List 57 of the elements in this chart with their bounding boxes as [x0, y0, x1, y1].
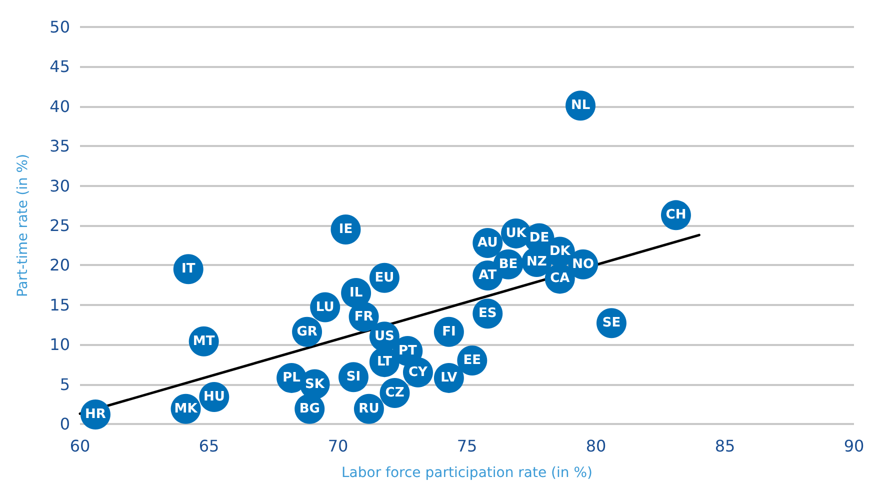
data-label: MK — [174, 401, 198, 416]
y-tick-label: 0 — [60, 414, 70, 434]
x-tick-label: 85 — [714, 436, 736, 456]
y-tick-label: 30 — [50, 176, 70, 196]
y-tick-label: 35 — [50, 136, 70, 156]
data-label: CY — [408, 364, 428, 380]
data-label: CZ — [385, 386, 404, 401]
data-label: UK — [506, 226, 528, 241]
data-label: SE — [602, 316, 621, 331]
data-label: IE — [338, 222, 353, 237]
x-tick-label: 65 — [198, 436, 220, 456]
data-label: EU — [374, 270, 394, 286]
data-label: PT — [398, 343, 417, 358]
data-label: HU — [203, 390, 225, 405]
y-tick-label: 25 — [50, 216, 70, 235]
data-label: PL — [282, 370, 300, 386]
data-label: BG — [299, 401, 320, 416]
data-label: CA — [550, 271, 570, 286]
data-label: IT — [182, 262, 196, 277]
data-label: MT — [192, 334, 215, 349]
y-tick-label: 20 — [50, 256, 70, 275]
data-label: GR — [296, 324, 318, 340]
y-tick-label: 15 — [50, 295, 70, 314]
data-label: DK — [549, 244, 572, 260]
data-label: LT — [376, 354, 392, 370]
x-tick-label: 75 — [456, 436, 478, 456]
data-label: NL — [570, 98, 590, 114]
data-label: FR — [354, 309, 374, 324]
data-label: HR — [85, 406, 106, 422]
y-tick-label: 50 — [50, 18, 70, 36]
data-label: IL — [349, 285, 363, 300]
x-axis-title: Labor force participation rate (in %) — [342, 465, 592, 481]
data-label: AU — [478, 235, 498, 250]
data-label: LU — [316, 300, 334, 315]
data-label: BE — [498, 256, 518, 272]
data-label: SK — [305, 376, 326, 392]
data-label: LV — [440, 370, 458, 386]
data-label: FI — [442, 324, 456, 340]
data-label: RU — [358, 401, 380, 416]
data-label: AT — [478, 268, 497, 284]
data-label: CH — [666, 208, 686, 223]
y-tick-label: 40 — [50, 96, 70, 116]
y-tick-label: 5 — [60, 374, 70, 394]
data-label: DE — [529, 230, 550, 246]
data-label: NO — [572, 256, 594, 272]
y-tick-label: 45 — [50, 57, 70, 76]
x-tick-label: 60 — [70, 436, 90, 456]
data-label: ES — [478, 306, 497, 322]
y-axis-title: Part-time rate (in %) — [15, 154, 31, 298]
data-label: NZ — [526, 254, 547, 270]
data-label: SI — [346, 370, 361, 385]
x-tick-label: 80 — [586, 436, 606, 456]
y-tick-label: 10 — [50, 335, 70, 354]
x-tick-label: 90 — [844, 436, 864, 456]
data-label: EE — [463, 352, 482, 368]
data-label: US — [374, 329, 394, 344]
x-tick-label: 70 — [328, 436, 348, 456]
